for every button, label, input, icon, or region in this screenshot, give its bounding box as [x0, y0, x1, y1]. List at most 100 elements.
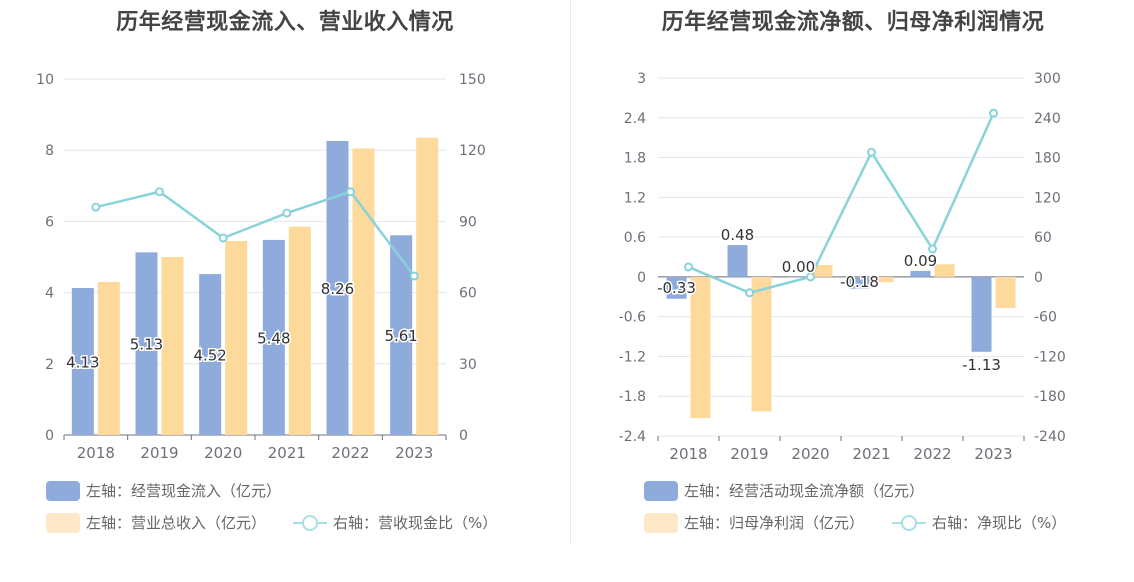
bar-secondary [161, 257, 184, 435]
data-label: 0.00 [782, 258, 815, 276]
y-tick-label-right: 120 [459, 143, 486, 159]
y-tick-label-left: 3 [637, 71, 646, 87]
y-tick-label-left: -1.2 [619, 349, 646, 365]
chart-left-svg: 0 0 2 30 4 60 6 90 8 120 10 150 2018 2019 2020 2021 2022… [36, 72, 486, 462]
x-tick-label: 2018 [669, 445, 707, 463]
x-tick-label: 2019 [730, 445, 768, 463]
x-tick-label: 2018 [77, 444, 115, 462]
ratio-point [928, 244, 937, 254]
y-tick-label-right: 180 [1034, 151, 1061, 167]
y-tick-label-left: 2 [45, 357, 54, 373]
ratio-line [688, 112, 995, 295]
ratio-point [684, 262, 693, 272]
bar-primary [849, 276, 870, 289]
y-tick-label-left: 0.6 [624, 230, 646, 246]
y-tick-label-right: 0 [459, 428, 468, 444]
x-tick-label: 2020 [791, 445, 829, 463]
ratio-point [989, 108, 998, 118]
y-tick-label-left: 0 [45, 428, 54, 444]
y-tick-label-right: 300 [1034, 71, 1061, 87]
legend-swatch-orange [46, 512, 80, 533]
bar-primary [971, 276, 992, 352]
y-tick-label-right: 150 [459, 72, 486, 88]
legend-swatch-blue [644, 480, 678, 501]
bar-primary [390, 235, 413, 435]
y-tick-label-left: 8 [45, 143, 54, 159]
y-tick-label-right: 120 [1034, 190, 1061, 206]
y-tick-label-left: -1.8 [619, 389, 646, 405]
y-tick-label-left: 4 [45, 286, 54, 302]
y-tick-label-left: 10 [36, 72, 54, 88]
x-tick-label: 2023 [974, 445, 1012, 463]
bar-primary [666, 276, 687, 299]
bar-primary [199, 274, 222, 435]
ratio-point [218, 233, 228, 243]
y-tick-label-right: -120 [1034, 349, 1066, 365]
y-tick-label-left: -0.6 [619, 310, 646, 326]
x-tick-label: 2022 [331, 444, 369, 462]
data-label: 4.13 [66, 353, 99, 371]
x-tick-label: 2020 [204, 444, 242, 462]
x-tick-label: 2021 [268, 444, 306, 462]
bar-primary [135, 252, 158, 435]
data-label: 5.48 [257, 329, 290, 347]
ratio-point [155, 187, 164, 197]
legend-item-net-ratio[interactable]: 右轴：净现比（%） [892, 512, 1066, 533]
y-tick-label-right: 240 [1034, 111, 1061, 127]
legend-item-net-profit[interactable]: 左轴：归母净利润（亿元） [644, 512, 864, 533]
legend-item-net-cash[interactable]: 左轴：经营活动现金流净额（亿元） [644, 480, 924, 501]
y-tick-label-right: 90 [459, 214, 477, 230]
y-tick-label-right: 60 [1034, 230, 1052, 246]
legend-line-marker-icon [293, 513, 327, 533]
data-label: 8.26 [321, 280, 354, 298]
data-label: 4.52 [193, 347, 226, 365]
ratio-point [91, 202, 101, 212]
y-tick-label-right: -60 [1034, 310, 1057, 326]
legend-label: 右轴：净现比（%） [932, 514, 1067, 532]
y-tick-label-left: -2.4 [619, 429, 646, 445]
data-label: 0.48 [721, 226, 754, 244]
y-tick-label-right: 0 [1034, 270, 1043, 286]
legend-swatch-orange [644, 512, 678, 533]
ratio-point [282, 208, 292, 218]
y-tick-label-left: 1.8 [624, 151, 646, 167]
chart-panel-right: 历年经营现金流净额、归母净利润情况 -2.4 -240 -1.8 -180 -1.2 -1… [572, 0, 1134, 545]
data-label: -1.13 [962, 356, 1001, 374]
x-tick-label: 2021 [852, 445, 890, 463]
data-label: 5.13 [130, 336, 163, 354]
bar-secondary [416, 137, 439, 436]
bar-primary [910, 270, 931, 277]
bar-secondary [690, 276, 711, 419]
chart-panel-left: 历年经营现金流入、营业收入情况 0 0 2 30 4 60 6 90 8 120 10 150 2018… [0, 0, 570, 545]
data-label: -0.33 [657, 279, 696, 297]
x-tick-label: 2023 [395, 444, 433, 462]
ratio-point [745, 288, 754, 298]
legend-label: 左轴：经营现金流入（亿元） [86, 482, 282, 500]
bar-primary [326, 140, 349, 435]
bar-secondary [812, 264, 833, 277]
legend-item-ratio[interactable]: 右轴：营收现金比（%） [293, 512, 497, 533]
ratio-line [95, 190, 416, 277]
bar-secondary [225, 240, 248, 435]
y-tick-label-right: -240 [1034, 429, 1066, 445]
bar-secondary [995, 276, 1016, 309]
legend-label: 左轴：经营活动现金流净额（亿元） [684, 482, 925, 500]
x-tick-label: 2022 [913, 445, 951, 463]
y-tick-label-right: 60 [459, 286, 477, 302]
bar-primary [262, 239, 285, 435]
y-tick-label-right: -180 [1034, 389, 1066, 405]
legend-item-cash-inflow[interactable]: 左轴：经营现金流入（亿元） [46, 480, 281, 501]
bar-secondary [288, 226, 311, 435]
legend-line-marker-icon [892, 513, 926, 533]
bar-secondary [97, 281, 120, 435]
ratio-point [409, 271, 419, 281]
bar-primary [727, 245, 748, 277]
legend-label: 左轴：营业总收入（亿元） [86, 514, 267, 532]
bar-secondary [934, 264, 955, 277]
ratio-point [867, 147, 876, 157]
data-label: 5.61 [384, 327, 417, 345]
legend-label: 左轴：归母净利润（亿元） [684, 514, 865, 532]
y-tick-label-right: 30 [459, 357, 477, 373]
legend-item-revenue[interactable]: 左轴：营业总收入（亿元） [46, 512, 266, 533]
ratio-point [346, 187, 355, 197]
